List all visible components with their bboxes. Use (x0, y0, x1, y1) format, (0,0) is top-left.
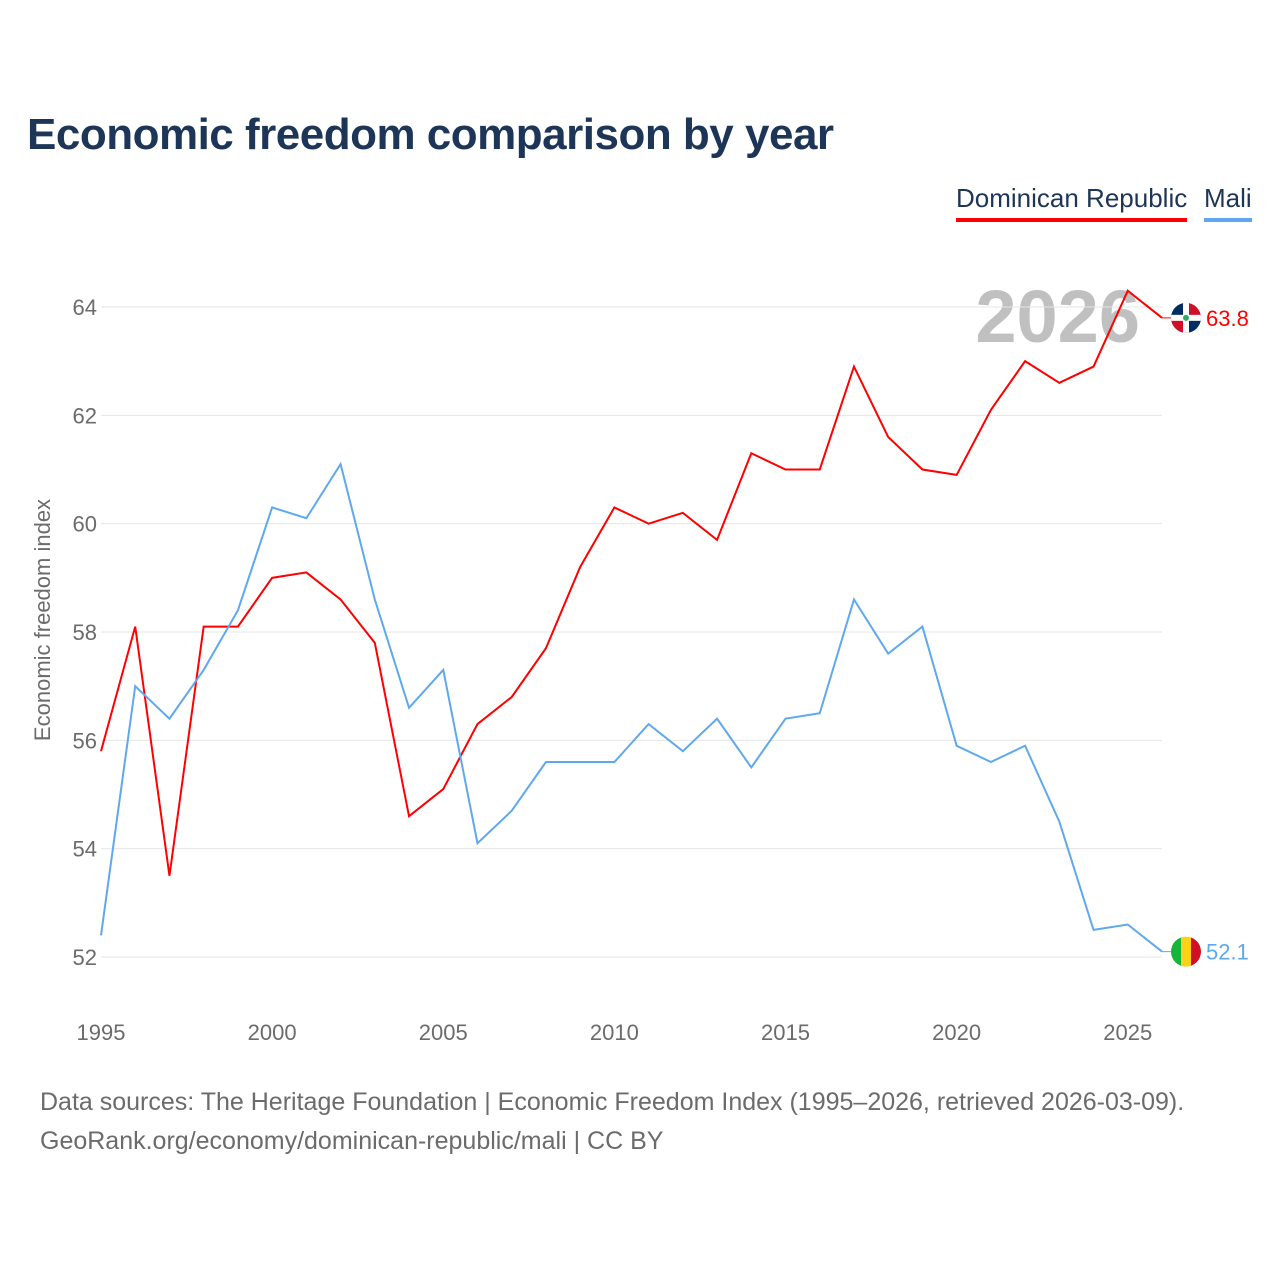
year-watermark: 2026 (975, 275, 1140, 358)
y-tick-label: 52 (73, 945, 97, 970)
y-tick-label: 54 (73, 837, 97, 862)
x-tick-label: 2025 (1103, 1020, 1152, 1045)
source-url[interactable]: GeoRank.org/economy/dominican-republic/m… (40, 1127, 664, 1155)
dominican-republic-flag-icon (1171, 302, 1201, 333)
legend-mali[interactable]: Mali (1204, 183, 1252, 222)
mali-flag-icon (1171, 936, 1201, 967)
series-line-mali[interactable] (100, 461, 1163, 953)
y-tick-label: 56 (73, 728, 97, 753)
series-line-dominican-republic[interactable] (100, 289, 1163, 876)
chart-title: Economic freedom comparison by year (27, 110, 834, 159)
y-tick-label: 60 (73, 512, 97, 537)
x-tick-label: 2020 (932, 1020, 981, 1045)
x-tick-label: 1995 (77, 1020, 126, 1045)
y-tick-label: 58 (73, 620, 97, 645)
end-value-label: 52.1 (1206, 940, 1249, 965)
x-tick-label: 2010 (590, 1020, 639, 1045)
y-tick-label: 62 (73, 403, 97, 428)
end-value-label: 63.8 (1206, 306, 1249, 331)
legend-dominican-republic[interactable]: Dominican Republic (956, 183, 1188, 222)
x-tick-label: 2005 (419, 1020, 468, 1045)
y-axis-label: Economic freedom index (30, 499, 55, 741)
x-tick-label: 2000 (248, 1020, 297, 1045)
x-tick-label: 2015 (761, 1020, 810, 1045)
y-tick-label: 64 (73, 295, 97, 320)
source-text: Data sources: The Heritage Foundation | … (40, 1088, 1185, 1116)
